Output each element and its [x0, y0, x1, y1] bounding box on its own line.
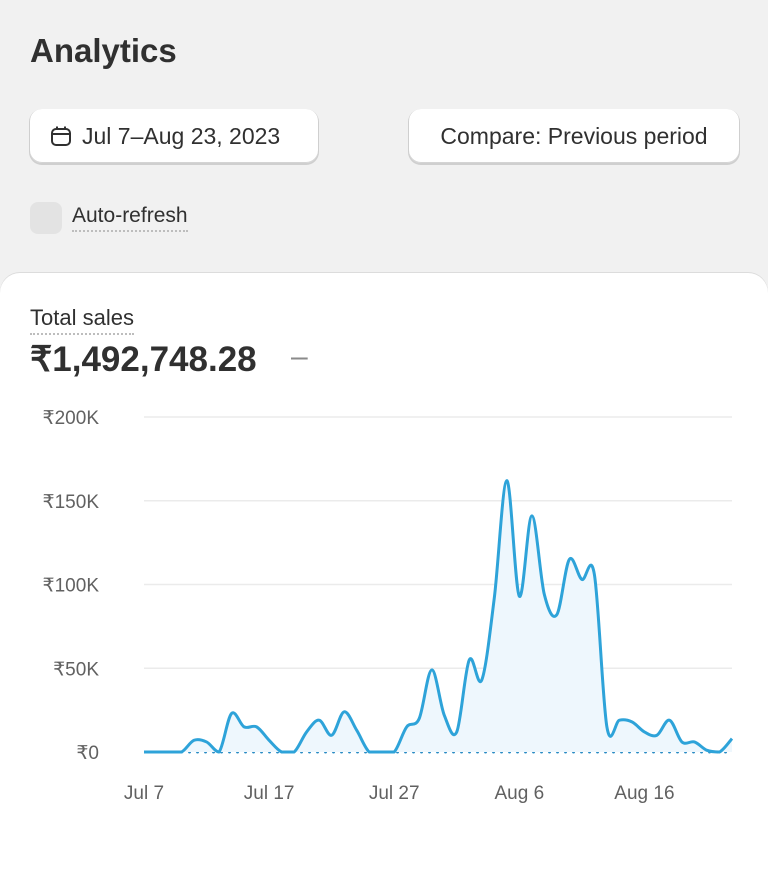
sales-data-point[interactable]: [426, 664, 438, 676]
auto-refresh[interactable]: Auto-refresh: [30, 202, 188, 234]
sales-data-point[interactable]: [526, 510, 538, 522]
sales-data-point[interactable]: [188, 734, 200, 746]
sales-data-point[interactable]: [688, 736, 700, 748]
calendar-icon: [51, 126, 71, 146]
sales-data-point[interactable]: [463, 654, 475, 666]
sales-data-point[interactable]: [363, 746, 375, 758]
x-tick-label: Jul 7: [124, 783, 164, 804]
sales-data-point[interactable]: [301, 726, 313, 738]
total-sales-card: [0, 273, 768, 873]
sales-data-point[interactable]: [588, 568, 600, 580]
compare-label: Compare: Previous period: [440, 122, 708, 149]
sales-data-point[interactable]: [176, 746, 188, 758]
sales-data-point[interactable]: [288, 746, 300, 758]
sales-data-point[interactable]: [201, 736, 213, 748]
sales-data-point[interactable]: [388, 746, 400, 758]
sales-data-point[interactable]: [326, 729, 338, 741]
sales-data-point[interactable]: [213, 746, 225, 758]
sales-data-point[interactable]: [151, 746, 163, 758]
sales-data-point[interactable]: [338, 706, 350, 718]
sales-data-point[interactable]: [701, 744, 713, 756]
sales-data-point[interactable]: [413, 713, 425, 725]
sales-data-point[interactable]: [713, 746, 725, 758]
sales-data-point[interactable]: [638, 726, 650, 738]
y-tick-label: ₹0: [76, 743, 99, 764]
metric-value: ₹1,492,748.28: [30, 340, 257, 379]
y-tick-label: ₹100K: [43, 576, 100, 597]
sales-data-point[interactable]: [251, 721, 263, 733]
sales-data-point[interactable]: [513, 590, 525, 602]
auto-refresh-checkbox[interactable]: [30, 202, 62, 234]
sales-data-point[interactable]: [613, 714, 625, 726]
y-tick-label: ₹50K: [53, 659, 99, 680]
compare-button[interactable]: Compare: Previous period: [409, 109, 739, 163]
x-tick-label: Jul 27: [369, 783, 420, 804]
sales-data-point[interactable]: [726, 733, 738, 745]
sales-data-point[interactable]: [601, 721, 613, 733]
sales-data-point[interactable]: [226, 707, 238, 719]
metric-change: –: [291, 340, 308, 373]
metric-label[interactable]: Total sales: [30, 305, 134, 335]
page-title: Analytics: [30, 32, 177, 69]
sales-data-point[interactable]: [401, 721, 413, 733]
sales-data-point[interactable]: [626, 716, 638, 728]
sales-chart: ₹0 ₹50K ₹100K ₹150K ₹200K Jul 7 Jul 17 Jul 27 A…: [43, 408, 738, 804]
sales-data-point[interactable]: [313, 714, 325, 726]
sales-data-point[interactable]: [663, 714, 675, 726]
y-tick-label: ₹200K: [43, 408, 100, 429]
sales-data-point[interactable]: [263, 734, 275, 746]
sales-data-point[interactable]: [563, 553, 575, 565]
x-tick-label: Aug 16: [614, 783, 674, 804]
sales-area-fill: [144, 480, 732, 752]
sales-data-point[interactable]: [376, 746, 388, 758]
sales-data-point[interactable]: [138, 746, 150, 758]
auto-refresh-label: Auto-refresh: [72, 204, 188, 232]
sales-data-point[interactable]: [551, 609, 563, 621]
date-range-button[interactable]: Jul 7–Aug 23, 2023: [30, 109, 318, 163]
sales-data-point[interactable]: [476, 674, 488, 686]
sales-data-point[interactable]: [351, 724, 363, 736]
sales-data-point[interactable]: [501, 475, 513, 487]
x-tick-label: Aug 6: [494, 783, 544, 804]
sales-data-point[interactable]: [438, 709, 450, 721]
sales-data-point[interactable]: [163, 746, 175, 758]
sales-data-point[interactable]: [538, 589, 550, 601]
sales-series-line: [144, 479, 734, 754]
date-range-label: Jul 7–Aug 23, 2023: [82, 122, 281, 149]
sales-data-point[interactable]: [238, 721, 250, 733]
sales-data-point[interactable]: [676, 736, 688, 748]
sales-data-point[interactable]: [576, 573, 588, 585]
sales-data-point[interactable]: [488, 592, 500, 604]
x-tick-label: Jul 17: [244, 783, 295, 804]
sales-data-point[interactable]: [451, 726, 463, 738]
sales-data-point[interactable]: [276, 746, 288, 758]
sales-data-point[interactable]: [651, 729, 663, 741]
y-tick-label: ₹150K: [43, 492, 100, 513]
